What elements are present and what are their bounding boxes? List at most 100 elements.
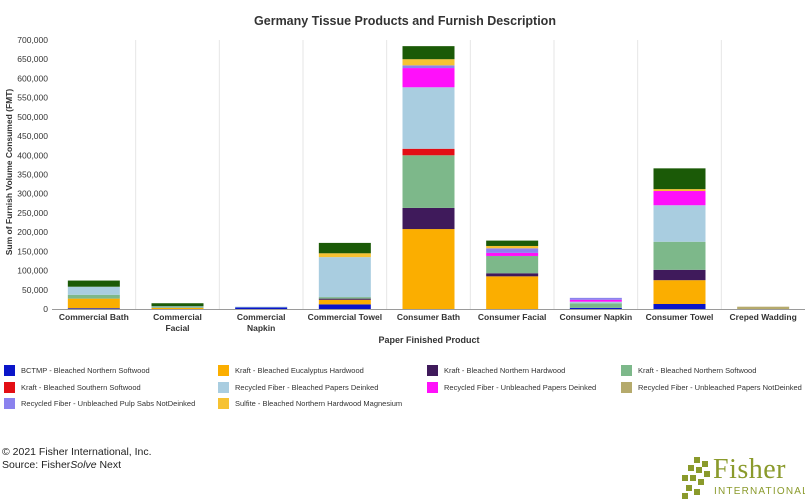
x-tick-label-line: Consumer Facial [478, 312, 547, 322]
legend-swatch [218, 398, 229, 409]
legend-swatch [621, 365, 632, 376]
x-axis-ticks: Commercial Bath Commercial FacialCommercia… [59, 312, 797, 333]
chart: Germany Tissue Products and Furnish Desc… [4, 14, 805, 345]
x-tick-label-line: Commercial [153, 312, 202, 322]
legend-item: Kraft - Bleached Eucalyptus Hardwood [218, 365, 364, 376]
x-tick-label: Commercial Bath [59, 312, 129, 322]
legend-label: Recycled Fiber - Bleached Papers Deinked [235, 383, 379, 392]
bar-segment [67, 294, 120, 299]
logo-subtitle: INTERNATIONAL [714, 486, 805, 497]
legend: BCTMP - Bleached Northern Softwood Kraft … [0, 362, 805, 412]
logo-word: Fisher [713, 454, 786, 485]
y-tick-label: 450,000 [17, 131, 48, 141]
bar-segment [318, 242, 371, 254]
y-tick-label: 350,000 [17, 170, 48, 180]
bar-segment [653, 304, 706, 309]
legend-item: Kraft - Bleached Northern Softwood [621, 365, 756, 376]
y-axis-label: Sum of Furnish Volume Consumed (FMT) [4, 89, 14, 256]
x-tick-label-line: Consumer Napkin [559, 312, 632, 322]
bar-segment [235, 307, 288, 309]
bar-segment [402, 229, 455, 309]
bar-segment [653, 269, 706, 281]
legend-swatch [621, 382, 632, 393]
source-italic: Solve [70, 459, 97, 471]
bar-segment [67, 298, 120, 309]
bar-segment [151, 306, 204, 308]
y-tick-label: 100,000 [17, 266, 48, 276]
legend-label: Kraft - Bleached Southern Softwood [21, 383, 141, 392]
bar-segment [318, 257, 371, 298]
legend-item: BCTMP - Bleached Northern Softwood [4, 365, 150, 376]
y-tick-label: 200,000 [17, 227, 48, 237]
bar-segment [67, 286, 120, 295]
copyright-text: © 2021 Fisher International, Inc. [2, 446, 152, 458]
bar-segment [402, 87, 455, 149]
y-axis-ticks: 0 50,000 100,000 150,000 200,000 250,000 300,0… [17, 35, 48, 314]
legend-label: Sulfite - Bleached Northern Hardwood Mag… [235, 399, 403, 408]
x-tick-label: Consumer Bath [397, 312, 460, 322]
legend-item: Recycled Fiber - Unbleached Papers Deink… [427, 382, 596, 393]
legend-label: Kraft - Bleached Eucalyptus Hardwood [235, 366, 364, 375]
legend-label: Kraft - Bleached Northern Hardwood [444, 366, 566, 375]
bar-segment [486, 248, 539, 253]
bar-segment [569, 297, 622, 300]
legend-swatch [427, 365, 438, 376]
x-tick-label: Commercial Towel [308, 312, 382, 322]
y-tick-label: 300,000 [17, 189, 48, 199]
legend-swatch [4, 365, 15, 376]
bar-segment [653, 241, 706, 270]
x-tick-label: Commercial Facial [153, 312, 202, 333]
legend-label: Recycled Fiber - Unbleached Pulp Sabs No… [21, 399, 196, 408]
x-axis-label: Paper Finished Product [378, 335, 479, 345]
y-tick-label: 150,000 [17, 246, 48, 256]
legend-item: Sulfite - Bleached Northern Hardwood Mag… [218, 398, 402, 409]
y-tick-label: 50,000 [22, 285, 48, 295]
source-text: Source: FisherSolve Next [2, 459, 152, 472]
legend-swatch [427, 382, 438, 393]
y-tick-label: 550,000 [17, 93, 48, 103]
bar-segment [653, 168, 706, 190]
legend-label: BCTMP - Bleached Northern Softwood [21, 366, 150, 375]
x-tick-label: Consumer Napkin [559, 312, 632, 322]
legend-swatch [4, 382, 15, 393]
bar-segment [486, 255, 539, 274]
legend-label: Recycled Fiber - Unbleached Papers NotDe… [638, 383, 802, 392]
y-tick-label: 600,000 [17, 73, 48, 83]
y-tick-label: 250,000 [17, 208, 48, 218]
source-prefix: Source: Fisher [2, 459, 71, 471]
x-tick-label-line: Consumer Towel [646, 312, 714, 322]
bar-segment [486, 273, 539, 277]
x-tick-label-line: Commercial Bath [59, 312, 129, 322]
leaf-mark-icon [682, 457, 710, 499]
bar-segment [402, 65, 455, 69]
bar-segment [569, 307, 622, 309]
bar-segment [486, 276, 539, 309]
bar-segment [653, 205, 706, 242]
legend-label: Kraft - Bleached Northern Softwood [638, 366, 757, 375]
bar-segment [151, 303, 204, 307]
bar-segment [402, 207, 455, 230]
bar-segment [569, 301, 622, 304]
bar-segment [235, 306, 288, 308]
x-tick-label-line: Commercial Towel [308, 312, 382, 322]
legend-swatch [4, 398, 15, 409]
x-tick-label-line: Consumer Bath [397, 312, 460, 322]
bar-segment [67, 308, 120, 310]
bar-segment [402, 148, 455, 156]
bar-segment [151, 307, 204, 309]
bars [67, 46, 790, 310]
legend-item: Kraft - Bleached Southern Softwood [4, 382, 141, 393]
x-tick-label: Creped Wadding [730, 312, 797, 322]
footer: © 2021 Fisher International, Inc. Source… [2, 446, 152, 472]
y-tick-label: 400,000 [17, 150, 48, 160]
bar-segment [318, 253, 371, 258]
bar-segment [318, 298, 371, 300]
bar-segment [318, 297, 371, 299]
legend-swatch [218, 382, 229, 393]
bar-segment [569, 299, 622, 302]
y-tick-label: 0 [43, 304, 48, 314]
legend-item: Recycled Fiber - Unbleached Pulp Sabs No… [4, 398, 195, 409]
y-tick-label: 500,000 [17, 112, 48, 122]
x-tick-label-line: Napkin [247, 323, 275, 333]
legend-item: Recycled Fiber - Unbleached Papers NotDe… [621, 382, 802, 393]
